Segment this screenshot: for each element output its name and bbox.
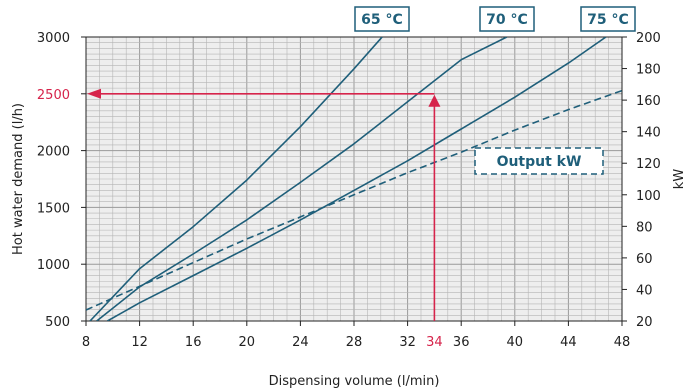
series-label-output-kw: Output kW: [474, 147, 604, 175]
x-tick-label: 12: [131, 335, 148, 350]
y-tick-label: 500: [45, 315, 70, 330]
marker-x-label: 34: [426, 335, 443, 350]
x-tick-label: 28: [346, 335, 363, 350]
series-label-text: Output kW: [497, 154, 582, 170]
y-tick-label: 1000: [37, 258, 70, 273]
x-axis-title: Dispensing volume (l/min): [269, 374, 440, 389]
x-tick-label: 20: [239, 335, 256, 350]
x-tick-label: 24: [292, 335, 309, 350]
y2-tick-label: 40: [636, 283, 653, 298]
marker-layer: [87, 88, 441, 321]
series-label-70-c: 70 °C: [479, 6, 535, 32]
series-label-75-c: 75 °C: [580, 6, 636, 32]
x-tick-label: 32: [399, 335, 416, 350]
series-label-65-c: 65 °C: [354, 6, 410, 32]
series-label-box: [354, 6, 410, 32]
x-tick-label: 48: [614, 335, 631, 350]
series-label-box: [474, 147, 604, 175]
x-axis-ticks: 8 12 16 20 24 28 32 36 40 44 48 34: [82, 321, 630, 350]
series-label-box: [479, 6, 535, 32]
y2-tick-label: 120: [636, 157, 661, 172]
y-axis-title: Hot water demand (l/h): [11, 103, 26, 255]
y2-tick-label: 20: [636, 315, 653, 330]
series-line-65-c: [89, 37, 383, 321]
marker-up-arrow: [428, 94, 441, 107]
y-tick-label: 3000: [37, 31, 70, 46]
y2-axis-ticks: 20 40 60 80 100 120 140 160 180 200: [622, 31, 661, 330]
y2-tick-label: 80: [636, 220, 653, 235]
y2-tick-label: 160: [636, 94, 661, 109]
x-tick-label: 44: [560, 335, 577, 350]
y2-tick-label: 200: [636, 31, 661, 46]
series-line-75-c: [107, 37, 607, 321]
y2-axis-title: kW: [672, 169, 687, 190]
y2-tick-label: 180: [636, 63, 661, 78]
y-axis-ticks: 500 1000 1500 2000 2500 3000: [37, 31, 86, 330]
x-tick-label: 16: [185, 335, 202, 350]
series-label-text: 65 °C: [361, 12, 403, 28]
series-label-text: 75 °C: [587, 12, 629, 28]
x-tick-label: 36: [453, 335, 470, 350]
grid: [86, 37, 622, 321]
y-tick-label: 2000: [37, 145, 70, 160]
series-line-70-c: [96, 37, 508, 321]
x-tick-label: 8: [82, 335, 90, 350]
marker-left-arrow: [87, 88, 101, 99]
series-label-text: 70 °C: [486, 12, 528, 28]
y2-tick-label: 100: [636, 189, 661, 204]
marker-y-label: 2500: [37, 88, 70, 103]
y2-tick-label: 140: [636, 126, 661, 141]
y-tick-label: 1500: [37, 201, 70, 216]
series-line-output-kw: [86, 89, 622, 311]
y2-tick-label: 60: [636, 252, 653, 267]
series-layer: [86, 37, 622, 321]
x-tick-label: 40: [507, 335, 524, 350]
series-label-box: [580, 6, 636, 32]
series-labels: 65 °C 70 °C 75 °C Output kW: [354, 6, 636, 175]
